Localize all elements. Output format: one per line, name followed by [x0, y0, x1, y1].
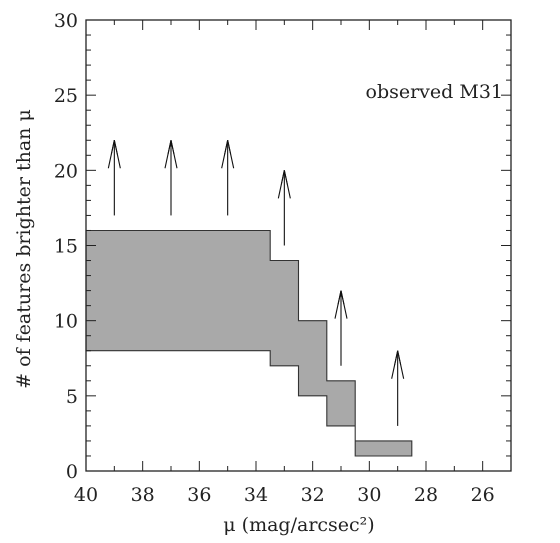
- x-tick-label: 34: [244, 484, 268, 506]
- x-tick-label: 40: [74, 484, 98, 506]
- x-tick-label: 26: [471, 484, 495, 506]
- y-tick-label: 10: [54, 311, 78, 333]
- lower-limit-arrow: [221, 140, 235, 216]
- tick-marks: [85, 19, 512, 472]
- plot-frame: [85, 19, 512, 472]
- shaded-band: [85, 229, 413, 457]
- x-tick-label: 32: [301, 484, 325, 506]
- lower-limit-arrows: [107, 140, 405, 426]
- lower-limit-arrow: [277, 170, 291, 246]
- lower-limit-arrow: [334, 290, 348, 366]
- y-tick-label: 0: [66, 461, 78, 483]
- band-layer: [85, 229, 413, 457]
- lower-limit-arrow: [391, 350, 405, 426]
- y-tick-label: 25: [54, 85, 78, 107]
- x-tick-label: 36: [187, 484, 211, 506]
- lower-limit-arrow: [107, 140, 121, 216]
- x-tick-label: 30: [357, 484, 381, 506]
- x-tick-labels: 40 38 36 34 32 30 28 26: [74, 484, 495, 506]
- y-tick-label: 30: [54, 10, 78, 32]
- annotation: observed M31: [366, 81, 504, 103]
- y-tick-labels: 0 5 10 15 20 25 30: [54, 10, 78, 483]
- y-tick-label: 15: [54, 236, 78, 258]
- y-axis-label: # of features brighter than μ: [13, 109, 35, 389]
- x-tick-label: 38: [131, 484, 155, 506]
- x-axis-label: μ (mag/arcsec²): [223, 514, 374, 536]
- x-tick-label: 28: [414, 484, 438, 506]
- y-tick-label: 20: [54, 160, 78, 182]
- lower-limit-arrow: [164, 140, 178, 216]
- y-tick-label: 5: [66, 386, 78, 408]
